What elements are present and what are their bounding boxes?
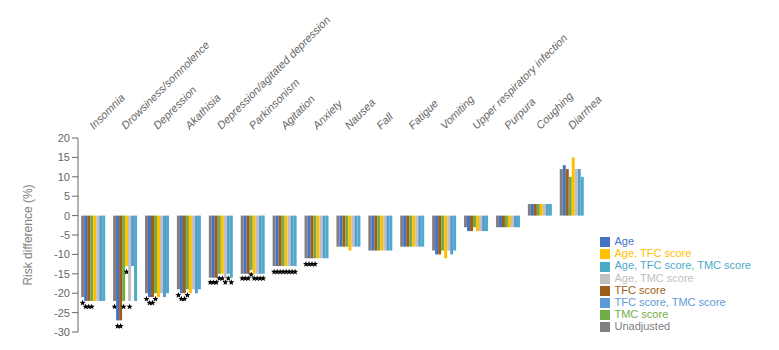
svg-text:Purpura: Purpura xyxy=(502,95,538,131)
svg-text:Fall: Fall xyxy=(374,110,395,131)
svg-text:-5: -5 xyxy=(60,229,70,241)
svg-text:Depression/agitated depression: Depression/agitated depression xyxy=(214,14,332,132)
html-text:Age, TFC score, TMC score: Age, TFC score, TMC score xyxy=(614,259,751,272)
svg-text:-25: -25 xyxy=(54,307,70,319)
svg-text:Upper respiratory infection: Upper respiratory infection xyxy=(469,31,570,132)
html-text:Age, TMC score: Age, TMC score xyxy=(614,271,694,284)
svg-text:Nausea: Nausea xyxy=(342,96,377,131)
html-text:TFC score, TMC score: TFC score, TMC score xyxy=(614,295,726,308)
svg-text:Risk difference (%): Risk difference (%) xyxy=(21,184,35,285)
html-text:TFC score: TFC score xyxy=(614,283,666,296)
svg-text:Depression: Depression xyxy=(150,83,199,132)
svg-text:10: 10 xyxy=(58,171,70,183)
svg-text:Fatigue: Fatigue xyxy=(406,97,440,131)
svg-text:-10: -10 xyxy=(54,248,70,260)
svg-text:15: 15 xyxy=(58,151,70,163)
svg-text:Drowsiness/somnolence: Drowsiness/somnolence xyxy=(118,38,212,132)
svg-text:20: 20 xyxy=(58,132,70,144)
svg-text:5: 5 xyxy=(64,190,70,202)
svg-text:-15: -15 xyxy=(54,268,70,280)
svg-text:Vomiting: Vomiting xyxy=(437,93,477,132)
svg-text:Akathisia: Akathisia xyxy=(182,91,223,132)
svg-text:Agitation: Agitation xyxy=(278,93,317,132)
html-text:Age, TFC score: Age, TFC score xyxy=(614,247,692,260)
svg-text:Anxiety: Anxiety xyxy=(310,96,346,132)
svg-text:0: 0 xyxy=(64,210,70,222)
svg-text:Parkinsonism: Parkinsonism xyxy=(246,76,302,132)
svg-text:-20: -20 xyxy=(54,287,70,299)
svg-text:Insomnia: Insomnia xyxy=(86,91,127,132)
svg-text:Diarrhea: Diarrhea xyxy=(565,93,603,131)
svg-text:-30: -30 xyxy=(54,326,70,338)
html-text:Unadjusted: Unadjusted xyxy=(614,319,671,332)
html-text:Age: Age xyxy=(614,235,634,248)
svg-text:Coughing: Coughing xyxy=(533,89,576,132)
html-text:TMC score: TMC score xyxy=(614,307,669,320)
